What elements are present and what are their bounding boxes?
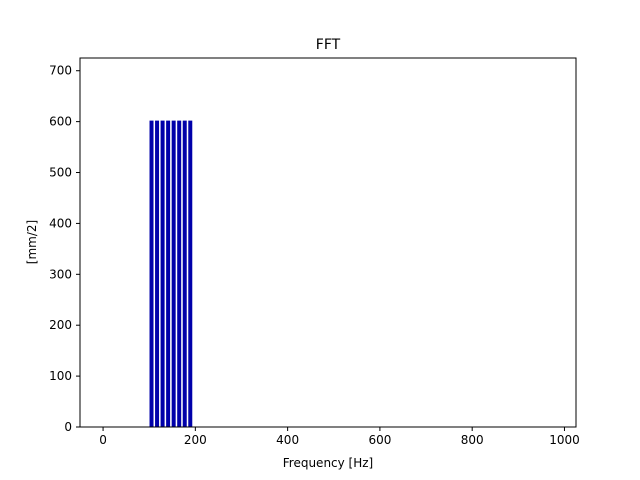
x-tick-label-2: 400 xyxy=(276,433,299,447)
x-axis: 0 200 400 600 800 1000 xyxy=(99,427,580,447)
y-tick-label-7: 700 xyxy=(49,64,72,78)
x-tick-label-3: 600 xyxy=(368,433,391,447)
x-axis-label: Frequency [Hz] xyxy=(283,456,374,470)
y-tick-label-5: 500 xyxy=(49,166,72,180)
bar-0-5 xyxy=(177,120,182,428)
y-tick-label-2: 200 xyxy=(49,318,72,332)
x-tick-label-1: 200 xyxy=(184,433,207,447)
bars-group xyxy=(149,120,193,428)
bar-0-7 xyxy=(188,120,193,428)
y-axis: 0 100 200 300 400 500 600 700 xyxy=(49,64,80,434)
bar-0-6 xyxy=(182,120,187,428)
y-tick-label-3: 300 xyxy=(49,267,72,281)
x-tick-label-0: 0 xyxy=(99,433,107,447)
bar-0-4 xyxy=(171,120,176,428)
bar-0-3 xyxy=(166,120,171,428)
y-tick-label-1: 100 xyxy=(49,369,72,383)
y-tick-label-4: 400 xyxy=(49,216,72,230)
x-tick-label-4: 800 xyxy=(461,433,484,447)
bar-0-2 xyxy=(160,120,165,428)
plot-frame xyxy=(79,57,577,428)
y-axis-label: [mm/2] xyxy=(25,220,39,264)
x-tick-label-5: 1000 xyxy=(549,433,580,447)
bar-0-1 xyxy=(155,120,160,428)
chart-title: FFT xyxy=(316,37,341,53)
bar-0-0 xyxy=(149,120,154,428)
y-tick-label-6: 600 xyxy=(49,115,72,129)
y-tick-label-0: 0 xyxy=(64,420,72,434)
